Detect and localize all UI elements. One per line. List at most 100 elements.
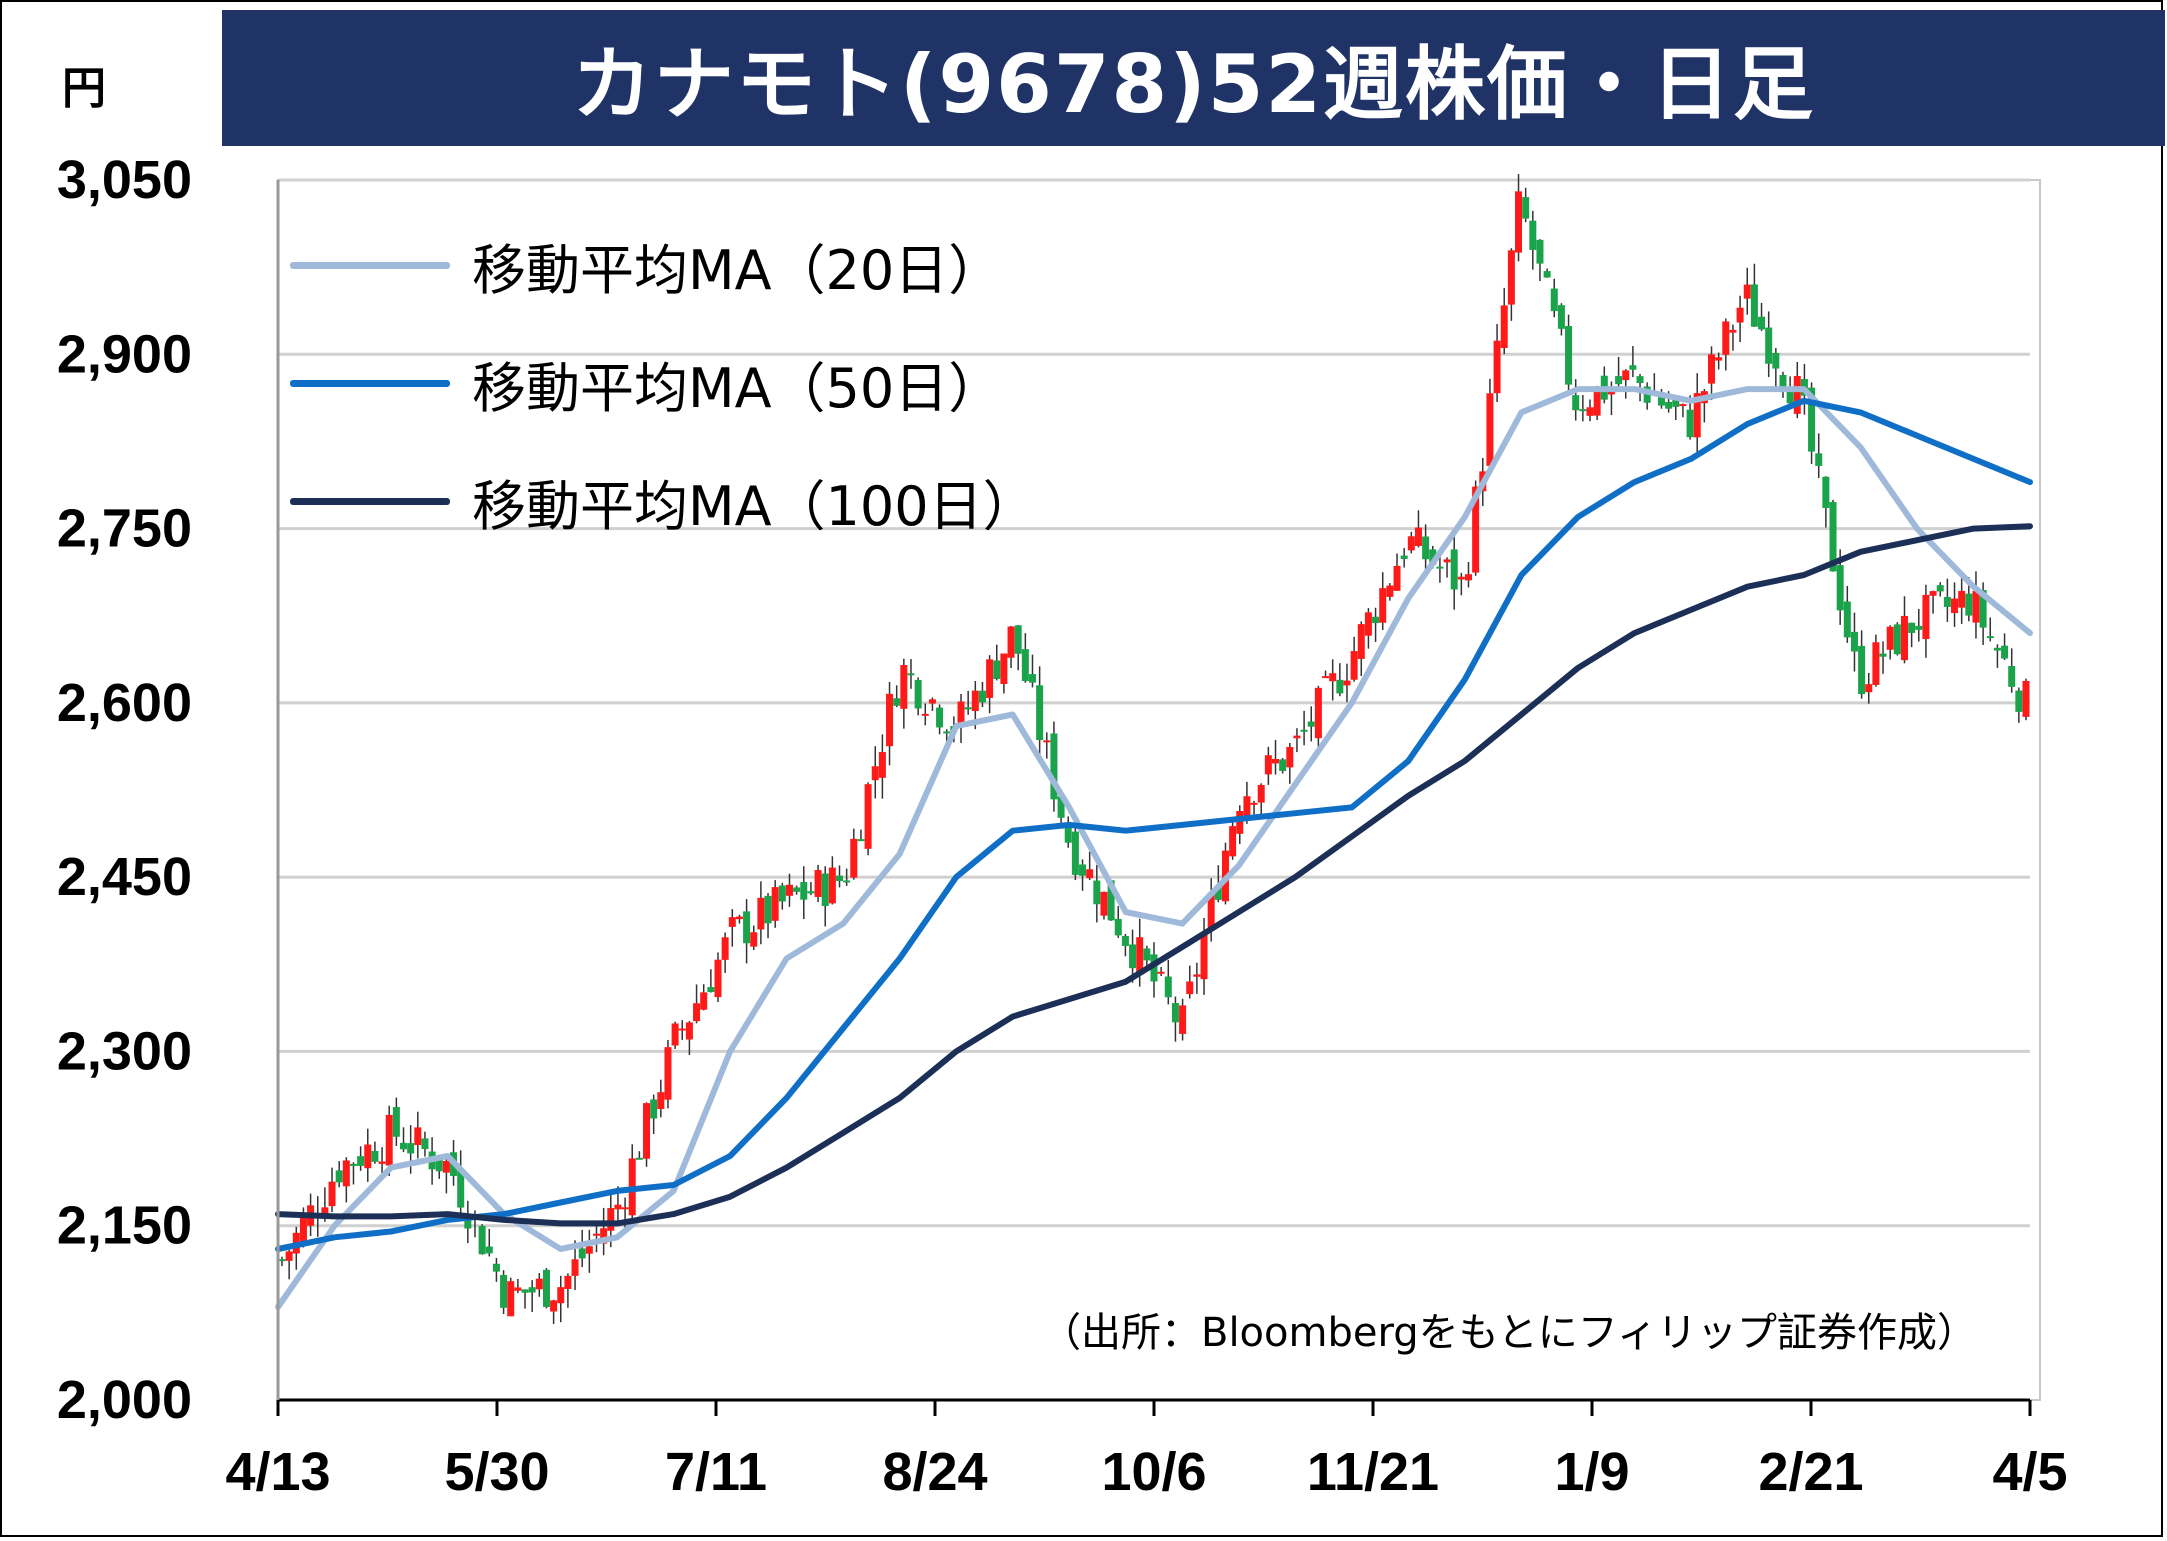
candle-up [850,838,858,878]
x-tick-label: 4/5 [1992,1442,2067,1502]
candle-up [921,713,929,716]
candle-up [1086,869,1094,879]
candle-up [1586,407,1594,416]
candle-down [464,1215,472,1229]
candle-up [385,1114,393,1166]
candle-up [1929,591,1937,596]
candle-down [1843,601,1851,638]
candle-up [700,992,708,1010]
candle-up [607,1208,615,1231]
x-tick-label: 7/11 [665,1442,767,1502]
candle-down [1014,625,1022,654]
candle-down [1129,944,1137,969]
candle-up [1593,386,1601,416]
candle-down [1422,536,1430,560]
candle-up [1865,684,1873,693]
candle-up [1343,680,1351,686]
candle-up [1393,565,1401,591]
legend-ma100-swatch [290,498,450,505]
candle-up [571,1259,579,1276]
candle-down [1150,954,1158,982]
candle-down [893,698,901,706]
candle-down [1672,398,1680,407]
legend-ma100-label: 移動平均MA（100日） [472,475,1037,538]
candle-up [986,659,994,698]
candle-down [1936,585,1944,592]
candle-down [964,707,972,710]
candle-down [1050,733,1058,800]
candle-up [1958,590,1966,608]
candle-down [1429,549,1437,565]
candle-up [664,1047,672,1100]
candle-down [2008,665,2016,687]
candle-down [1372,616,1380,624]
candle-down [1572,395,1580,411]
ma50-line [275,397,2033,1252]
source-note: （出所：Bloombergをもとにフィリップ証券作成） [1041,1310,1977,1356]
candle-down [807,891,815,894]
candle-down [1908,622,1916,633]
candle-up [1264,755,1272,775]
candle-up [328,1181,336,1207]
legend-ma20-swatch [290,262,450,269]
candle-down [400,1142,408,1150]
candle-up [878,752,886,778]
candle-down [1779,374,1787,388]
candle-up [1493,340,1501,394]
candle-down [1565,326,1573,385]
candle-up [685,1022,693,1040]
candle-down [1300,729,1308,732]
candle-up [1457,576,1465,580]
candle-down [357,1156,365,1166]
x-tick-label: 1/9 [1554,1442,1629,1502]
candle-down [1143,948,1151,961]
candle-down [1979,590,1987,628]
candle-down [1543,271,1551,278]
candle-up [1951,598,1959,614]
candle-down [1121,935,1129,946]
candle-up [928,699,936,704]
legend-ma100: 移動平均MA（100日） [290,462,1037,541]
candle-down [1400,555,1408,560]
candle-down [2001,645,2009,659]
candle-down [707,987,715,992]
candle-up [614,1204,622,1210]
candle-up [1193,974,1201,977]
candle-up [1679,404,1687,407]
candle-down [1750,284,1758,327]
candle-up [378,1161,386,1164]
candle-down [335,1170,343,1183]
candle-down [1550,288,1558,312]
candle-down [528,1287,536,1293]
candle-down [1057,796,1065,818]
candle-down [1536,239,1544,264]
y-tick-label: 2,750 [57,499,192,559]
candle-up [828,867,836,904]
candle-down [1993,647,2001,651]
candle-up [1515,191,1523,253]
candle-down [1758,316,1766,330]
x-tick-label: 4/13 [225,1442,330,1502]
candle-up [1364,612,1372,636]
candle-down [1808,387,1816,452]
candle-down [478,1225,486,1255]
candle-down [349,1163,357,1166]
y-tick-label: 2,900 [57,324,192,384]
candle-down [1164,976,1172,998]
candle-up [1736,307,1744,323]
candle-up [757,897,765,930]
candle-up [814,870,822,897]
candle-up [1186,981,1194,995]
candle-down [1579,409,1587,412]
candle-down [1850,631,1858,652]
candle-up [1286,746,1294,768]
candle-down [1915,625,1923,630]
candle-up [785,884,793,896]
candle-down [421,1138,429,1150]
candle-up [1236,811,1244,834]
chart-title: カナモト(9678)52週株価・日足 [222,10,2165,146]
candle-down [1829,502,1837,572]
candle-down [1307,721,1315,727]
candle-up [1100,891,1108,916]
candle-up [1379,588,1387,623]
